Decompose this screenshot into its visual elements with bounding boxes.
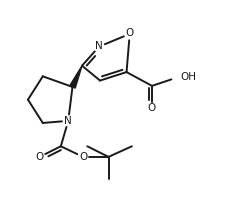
Text: O: O [36,152,44,162]
Polygon shape [70,66,82,88]
Text: O: O [79,152,87,162]
Text: O: O [126,28,134,38]
Text: O: O [148,103,156,113]
Text: OH: OH [180,72,196,82]
Text: N: N [95,40,103,51]
Text: N: N [64,116,72,126]
